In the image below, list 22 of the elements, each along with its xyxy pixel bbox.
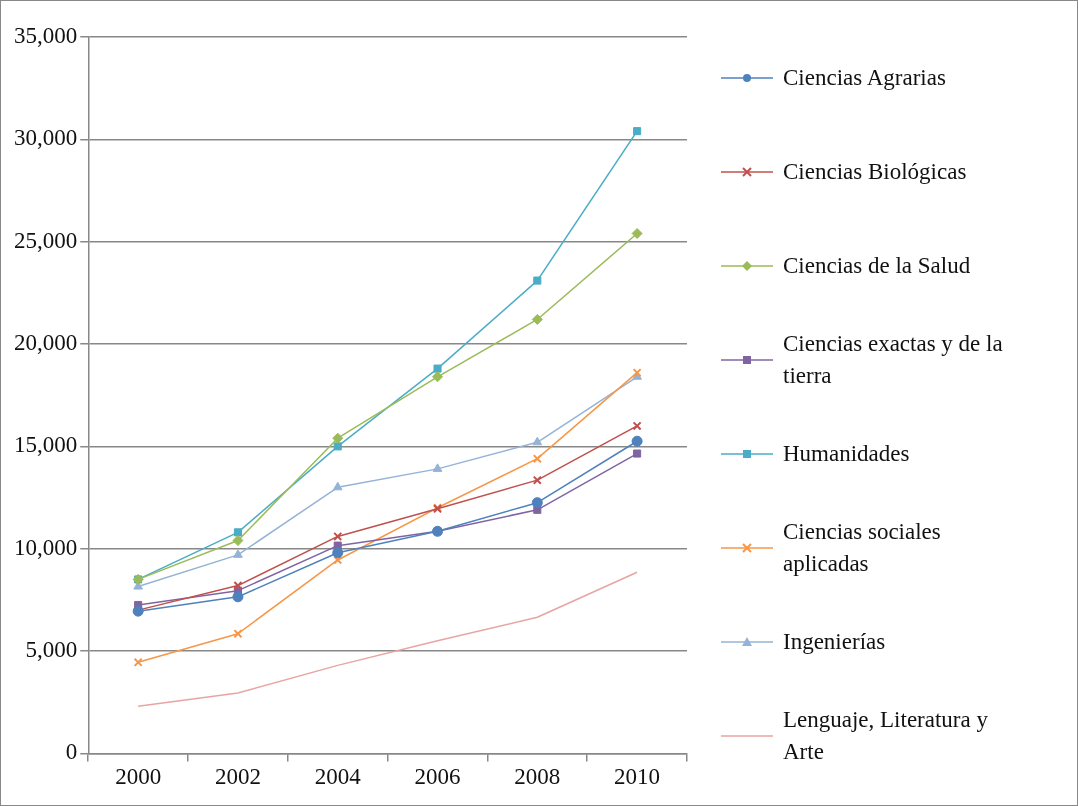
y-tick-label: 0 [65, 739, 78, 765]
x-tick-label: 2010 [614, 764, 661, 790]
legend-label: Ciencias Agrarias [783, 64, 946, 92]
y-tick-label: 10,000 [14, 534, 78, 560]
legend-label: Ciencias de la Salud [783, 252, 971, 280]
x-tick-label: 2006 [414, 764, 461, 790]
legend-label: Ciencias exactas y de la tierra [783, 330, 1004, 390]
x-tick-label: 2000 [115, 764, 162, 790]
y-tick-label: 25,000 [14, 227, 78, 253]
x-tick-label: 2004 [314, 764, 362, 790]
y-tick-label: 30,000 [14, 125, 78, 151]
y-tick-label: 5,000 [25, 637, 78, 663]
legend-label: Lenguaje, Literatura y Arte [783, 706, 989, 766]
legend-label: Ciencias sociales aplicadas [783, 518, 942, 578]
y-tick-label: 15,000 [14, 432, 78, 458]
x-tick-label: 2008 [514, 764, 561, 790]
x-tick-label: 2002 [214, 764, 261, 790]
legend-label: Ingenierías [783, 628, 886, 656]
legend-label: Ciencias Biológicas [783, 158, 967, 186]
y-tick-label: 20,000 [14, 330, 78, 356]
y-tick-label: 35,000 [14, 23, 78, 49]
legend-label: Humanidades [783, 440, 910, 468]
